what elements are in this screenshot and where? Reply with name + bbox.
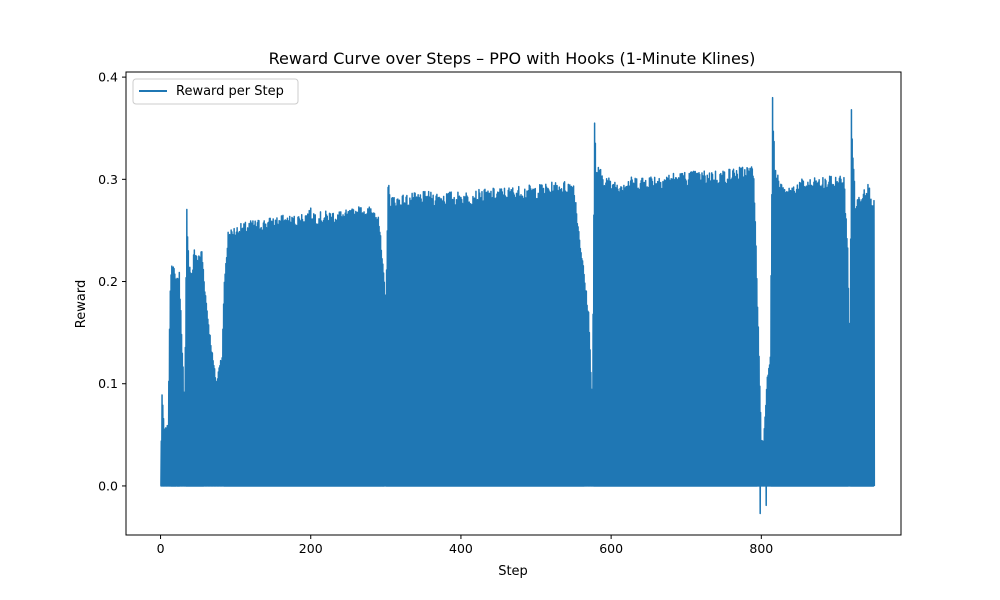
x-tick-label: 0	[157, 541, 165, 556]
plot-area	[160, 96, 876, 515]
x-tick-label: 400	[449, 541, 473, 556]
y-tick-label: 0.0	[98, 478, 118, 493]
y-axis: 0.0 0.1 0.2 0.3 0.4	[98, 70, 126, 493]
legend-entry-reward-per-step: Reward per Step	[176, 84, 284, 99]
legend: Reward per Step	[132, 78, 299, 105]
y-tick-label: 0.1	[98, 376, 118, 391]
x-tick-label: 200	[299, 541, 323, 556]
x-axis: 0 200 400 600 800	[157, 535, 773, 556]
legend-box	[132, 78, 299, 105]
y-tick-label: 0.4	[98, 70, 118, 85]
x-tick-label: 600	[599, 541, 623, 556]
x-axis-label: Step	[498, 564, 528, 579]
x-tick-label: 800	[749, 541, 773, 556]
y-tick-label: 0.3	[98, 172, 118, 187]
chart-title: Reward Curve over Steps – PPO with Hooks…	[269, 49, 756, 68]
y-axis-label: Reward	[74, 280, 89, 328]
series-line-reward-per-step	[160, 96, 876, 515]
y-tick-label: 0.2	[98, 274, 118, 289]
axes-frame	[125, 71, 902, 536]
